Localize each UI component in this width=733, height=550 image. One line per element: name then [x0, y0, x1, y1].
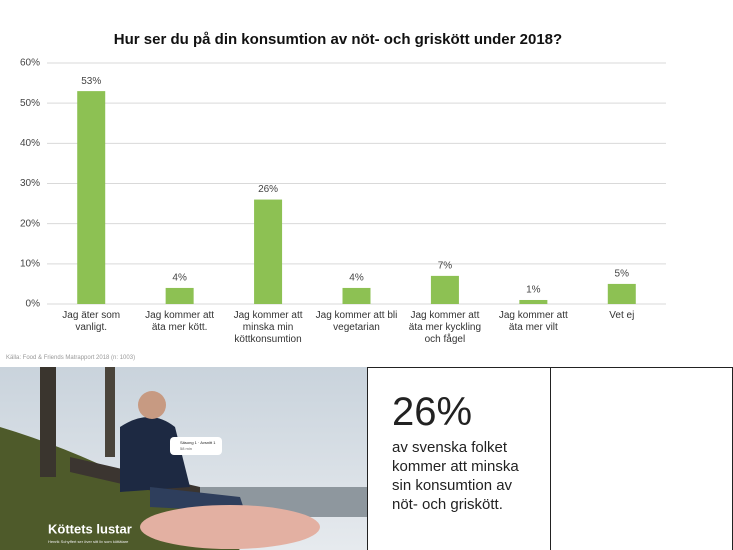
x-tick-label: Jag kommer att bli vegetarian — [315, 310, 398, 333]
x-tick-label: Jag kommer att äta mer kött. — [145, 310, 215, 333]
bar — [607, 283, 636, 304]
photo-art: Säsong 1 · Avsnitt 1 58 min Köttets lust… — [0, 367, 367, 550]
x-tick-label: Jag äter som vanligt. — [62, 310, 121, 333]
value-label: 4% — [172, 273, 187, 284]
bar — [77, 91, 106, 304]
stat-panel: 26% av svenska folket kommer att minska … — [367, 367, 551, 550]
y-tick-label: 40% — [20, 138, 40, 149]
bar — [430, 275, 459, 304]
x-tick-label: Jag kommer att äta mer kyckling och fåge… — [408, 310, 482, 345]
bar — [165, 287, 194, 304]
source: Källa: Food & Friends Matrapport 2018 (n… — [6, 355, 136, 361]
y-tick-label: 30% — [20, 178, 40, 189]
value-label: 5% — [615, 269, 630, 280]
y-tick-label: 20% — [20, 218, 40, 229]
y-tick-label: 10% — [20, 258, 40, 269]
photo-title: Köttets lustar — [48, 521, 132, 536]
photo-duration: 58 min — [180, 446, 192, 451]
empty-panel — [550, 367, 733, 550]
photo-badge: Säsong 1 · Avsnitt 1 — [180, 440, 216, 445]
bar — [254, 199, 283, 304]
photo-subtitle: Henrik Schyffert ser över sitt liv som k… — [48, 539, 129, 544]
value-label: 53% — [81, 76, 101, 87]
value-label: 26% — [258, 184, 278, 195]
value-label: 7% — [438, 261, 453, 272]
stat-value: 26% — [392, 390, 473, 434]
bar — [342, 287, 371, 304]
bar — [519, 299, 548, 304]
value-label: 1% — [526, 285, 541, 296]
photo: Säsong 1 · Avsnitt 1 58 min Köttets lust… — [0, 367, 367, 550]
value-label: 4% — [349, 273, 364, 284]
x-tick-label: Vet ej — [609, 310, 635, 321]
x-tick-label: Jag kommer att äta mer vilt — [498, 310, 568, 333]
y-tick-label: 0% — [26, 299, 41, 310]
y-tick-label: 50% — [20, 98, 40, 109]
stat-text: av svenska folket kommer att minska sin … — [392, 439, 519, 513]
chart: Hur ser du på din konsumtion av nöt- och… — [20, 31, 666, 310]
chart-title: Hur ser du på din konsumtion av nöt- och… — [114, 31, 562, 48]
x-tick-label: Jag kommer att minska min köttkonsumtion — [233, 310, 303, 345]
y-tick-label: 60% — [20, 58, 40, 69]
